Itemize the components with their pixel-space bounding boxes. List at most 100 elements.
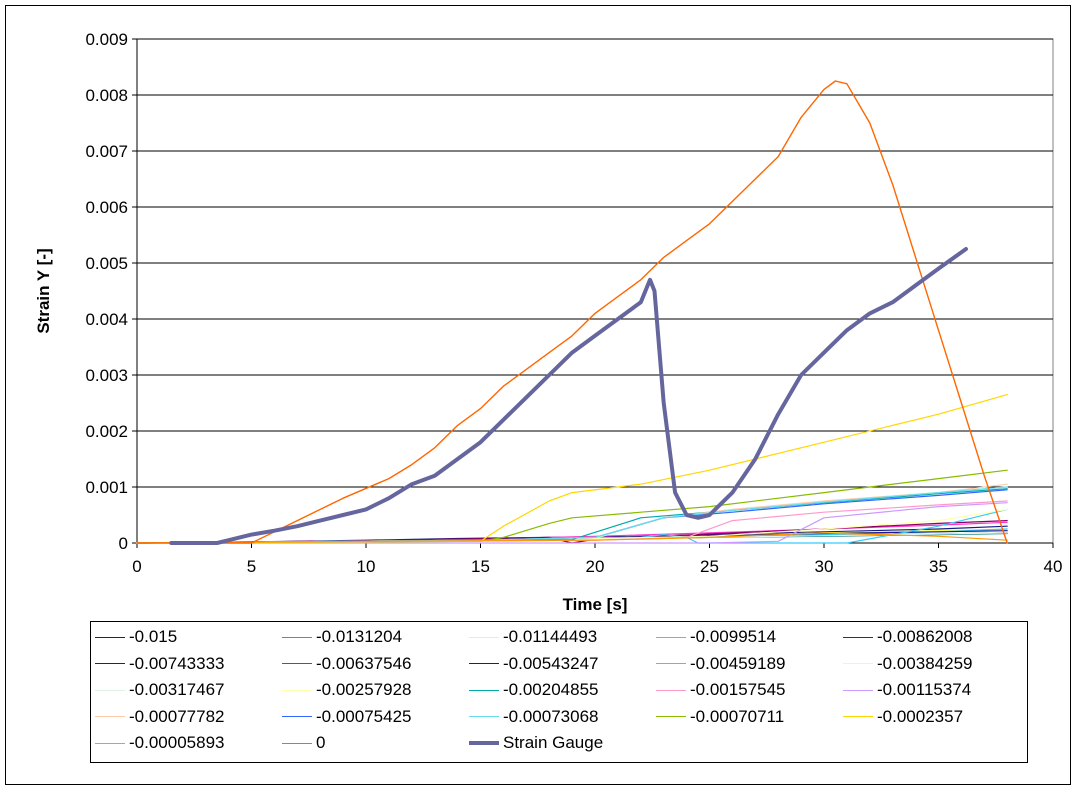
legend-swatch xyxy=(95,689,125,691)
legend-swatch xyxy=(656,716,686,717)
legend-label: -0.00075425 xyxy=(316,706,412,726)
y-tick-label: 0.004 xyxy=(85,310,128,329)
y-tick-label: 0.001 xyxy=(85,478,128,497)
legend-item: -0.00077782 xyxy=(95,707,224,727)
legend-swatch xyxy=(282,742,312,744)
legend-swatch xyxy=(95,742,125,744)
legend-swatch xyxy=(282,689,312,691)
legend-swatch xyxy=(656,636,686,638)
legend-swatch xyxy=(656,663,686,664)
legend-item: -0.00384259 xyxy=(843,654,972,674)
legend-swatch xyxy=(469,716,499,717)
legend-item: -0.0131204 xyxy=(282,627,402,647)
legend-swatch xyxy=(282,663,312,664)
legend-item: Strain Gauge xyxy=(469,733,603,753)
series-line xyxy=(136,394,1008,544)
legend-swatch xyxy=(843,663,873,664)
legend-label: -0.00862008 xyxy=(877,627,973,646)
legend-item: -0.00005893 xyxy=(95,733,224,753)
legend-swatch xyxy=(469,741,499,745)
y-tick-label: 0.006 xyxy=(85,198,128,217)
legend-item: -0.00073068 xyxy=(469,707,598,727)
legend-label: -0.00204855 xyxy=(503,680,599,699)
legend-label: -0.015 xyxy=(129,627,178,646)
legend-item: -0.00070711 xyxy=(656,707,784,727)
plot-area xyxy=(136,38,1054,544)
legend-item: -0.00862008 xyxy=(843,627,972,647)
legend-swatch xyxy=(95,636,125,638)
legend-label: -0.0131204 xyxy=(316,627,403,646)
legend-swatch xyxy=(469,636,499,638)
y-tick-label: 0.003 xyxy=(85,366,128,385)
legend-label: -0.00257928 xyxy=(316,680,412,699)
y-tick-label: 0.009 xyxy=(85,30,128,49)
legend-swatch xyxy=(843,636,873,638)
chart-legend: -0.015 -0.0131204 -0.01144493 -0.0099514 -0.… xyxy=(90,621,1028,763)
legend-label: -0.00637546 xyxy=(316,653,412,673)
legend-label: -0.00543247 xyxy=(503,653,599,673)
y-axis-title: Strain Y [-] xyxy=(34,248,53,333)
y-tick-label: 0.005 xyxy=(85,254,128,273)
legend-label: -0.00005893 xyxy=(129,733,225,752)
legend-item: -0.00743333 xyxy=(95,654,224,674)
x-tick-label: 5 xyxy=(247,557,256,576)
legend-label: -0.00077782 xyxy=(129,706,225,726)
legend-label: -0.00073068 xyxy=(503,706,599,726)
legend-swatch xyxy=(95,663,125,664)
legend-item: 0 xyxy=(282,733,325,753)
legend-item: -0.0002357 xyxy=(843,707,963,727)
legend-swatch xyxy=(282,716,312,717)
series-line xyxy=(136,532,1008,544)
x-tick-label: 30 xyxy=(815,557,834,576)
legend-swatch xyxy=(282,636,312,638)
legend-item: -0.00257928 xyxy=(282,680,411,700)
y-tick-label: 0.008 xyxy=(85,86,128,105)
legend-label: -0.00070711 xyxy=(690,706,785,726)
series-line xyxy=(136,486,1008,544)
series-line xyxy=(136,502,1008,544)
x-tick-label: 15 xyxy=(471,557,490,576)
legend-item: -0.00317467 xyxy=(95,680,224,700)
legend-label: -0.01144493 xyxy=(503,627,598,646)
y-tick-label: 0.002 xyxy=(85,422,128,441)
legend-label: Strain Gauge xyxy=(503,733,604,752)
y-tick-label: 0 xyxy=(119,534,128,553)
series-line xyxy=(169,247,968,545)
legend-label: -0.00115374 xyxy=(877,680,972,699)
legend-item: -0.015 xyxy=(95,627,177,647)
x-axis-title: Time [s] xyxy=(563,595,628,614)
legend-swatch xyxy=(95,716,125,717)
x-tick-label: 35 xyxy=(929,557,948,576)
x-tick-label: 10 xyxy=(357,557,376,576)
legend-label: 0 xyxy=(316,733,326,752)
legend-swatch xyxy=(843,689,873,691)
legend-swatch xyxy=(469,663,499,664)
legend-label: -0.0099514 xyxy=(690,627,777,646)
y-tick-label: 0.007 xyxy=(85,142,128,161)
legend-label: -0.00459189 xyxy=(690,653,786,673)
series-line xyxy=(136,80,1008,544)
legend-item: -0.00115374 xyxy=(843,680,971,700)
x-tick-label: 20 xyxy=(586,557,605,576)
legend-swatch xyxy=(843,716,873,717)
legend-item: -0.00543247 xyxy=(469,654,598,674)
legend-item: -0.0099514 xyxy=(656,627,776,647)
legend-item: -0.01144493 xyxy=(469,627,597,647)
legend-label: -0.00317467 xyxy=(129,680,225,699)
x-tick-label: 0 xyxy=(132,557,141,576)
legend-swatch xyxy=(656,689,686,691)
x-tick-label: 40 xyxy=(1044,557,1063,576)
legend-swatch xyxy=(469,689,499,691)
legend-item: -0.00157545 xyxy=(656,680,785,700)
legend-label: -0.00384259 xyxy=(877,653,973,673)
legend-item: -0.00204855 xyxy=(469,680,598,700)
legend-label: -0.0002357 xyxy=(877,706,964,726)
x-tick-label: 25 xyxy=(700,557,719,576)
series-line xyxy=(136,469,1008,544)
legend-label: -0.00157545 xyxy=(690,680,786,699)
legend-item: -0.00459189 xyxy=(656,654,785,674)
legend-item: -0.00075425 xyxy=(282,707,411,727)
legend-label: -0.00743333 xyxy=(129,653,225,673)
legend-item: -0.00637546 xyxy=(282,654,411,674)
